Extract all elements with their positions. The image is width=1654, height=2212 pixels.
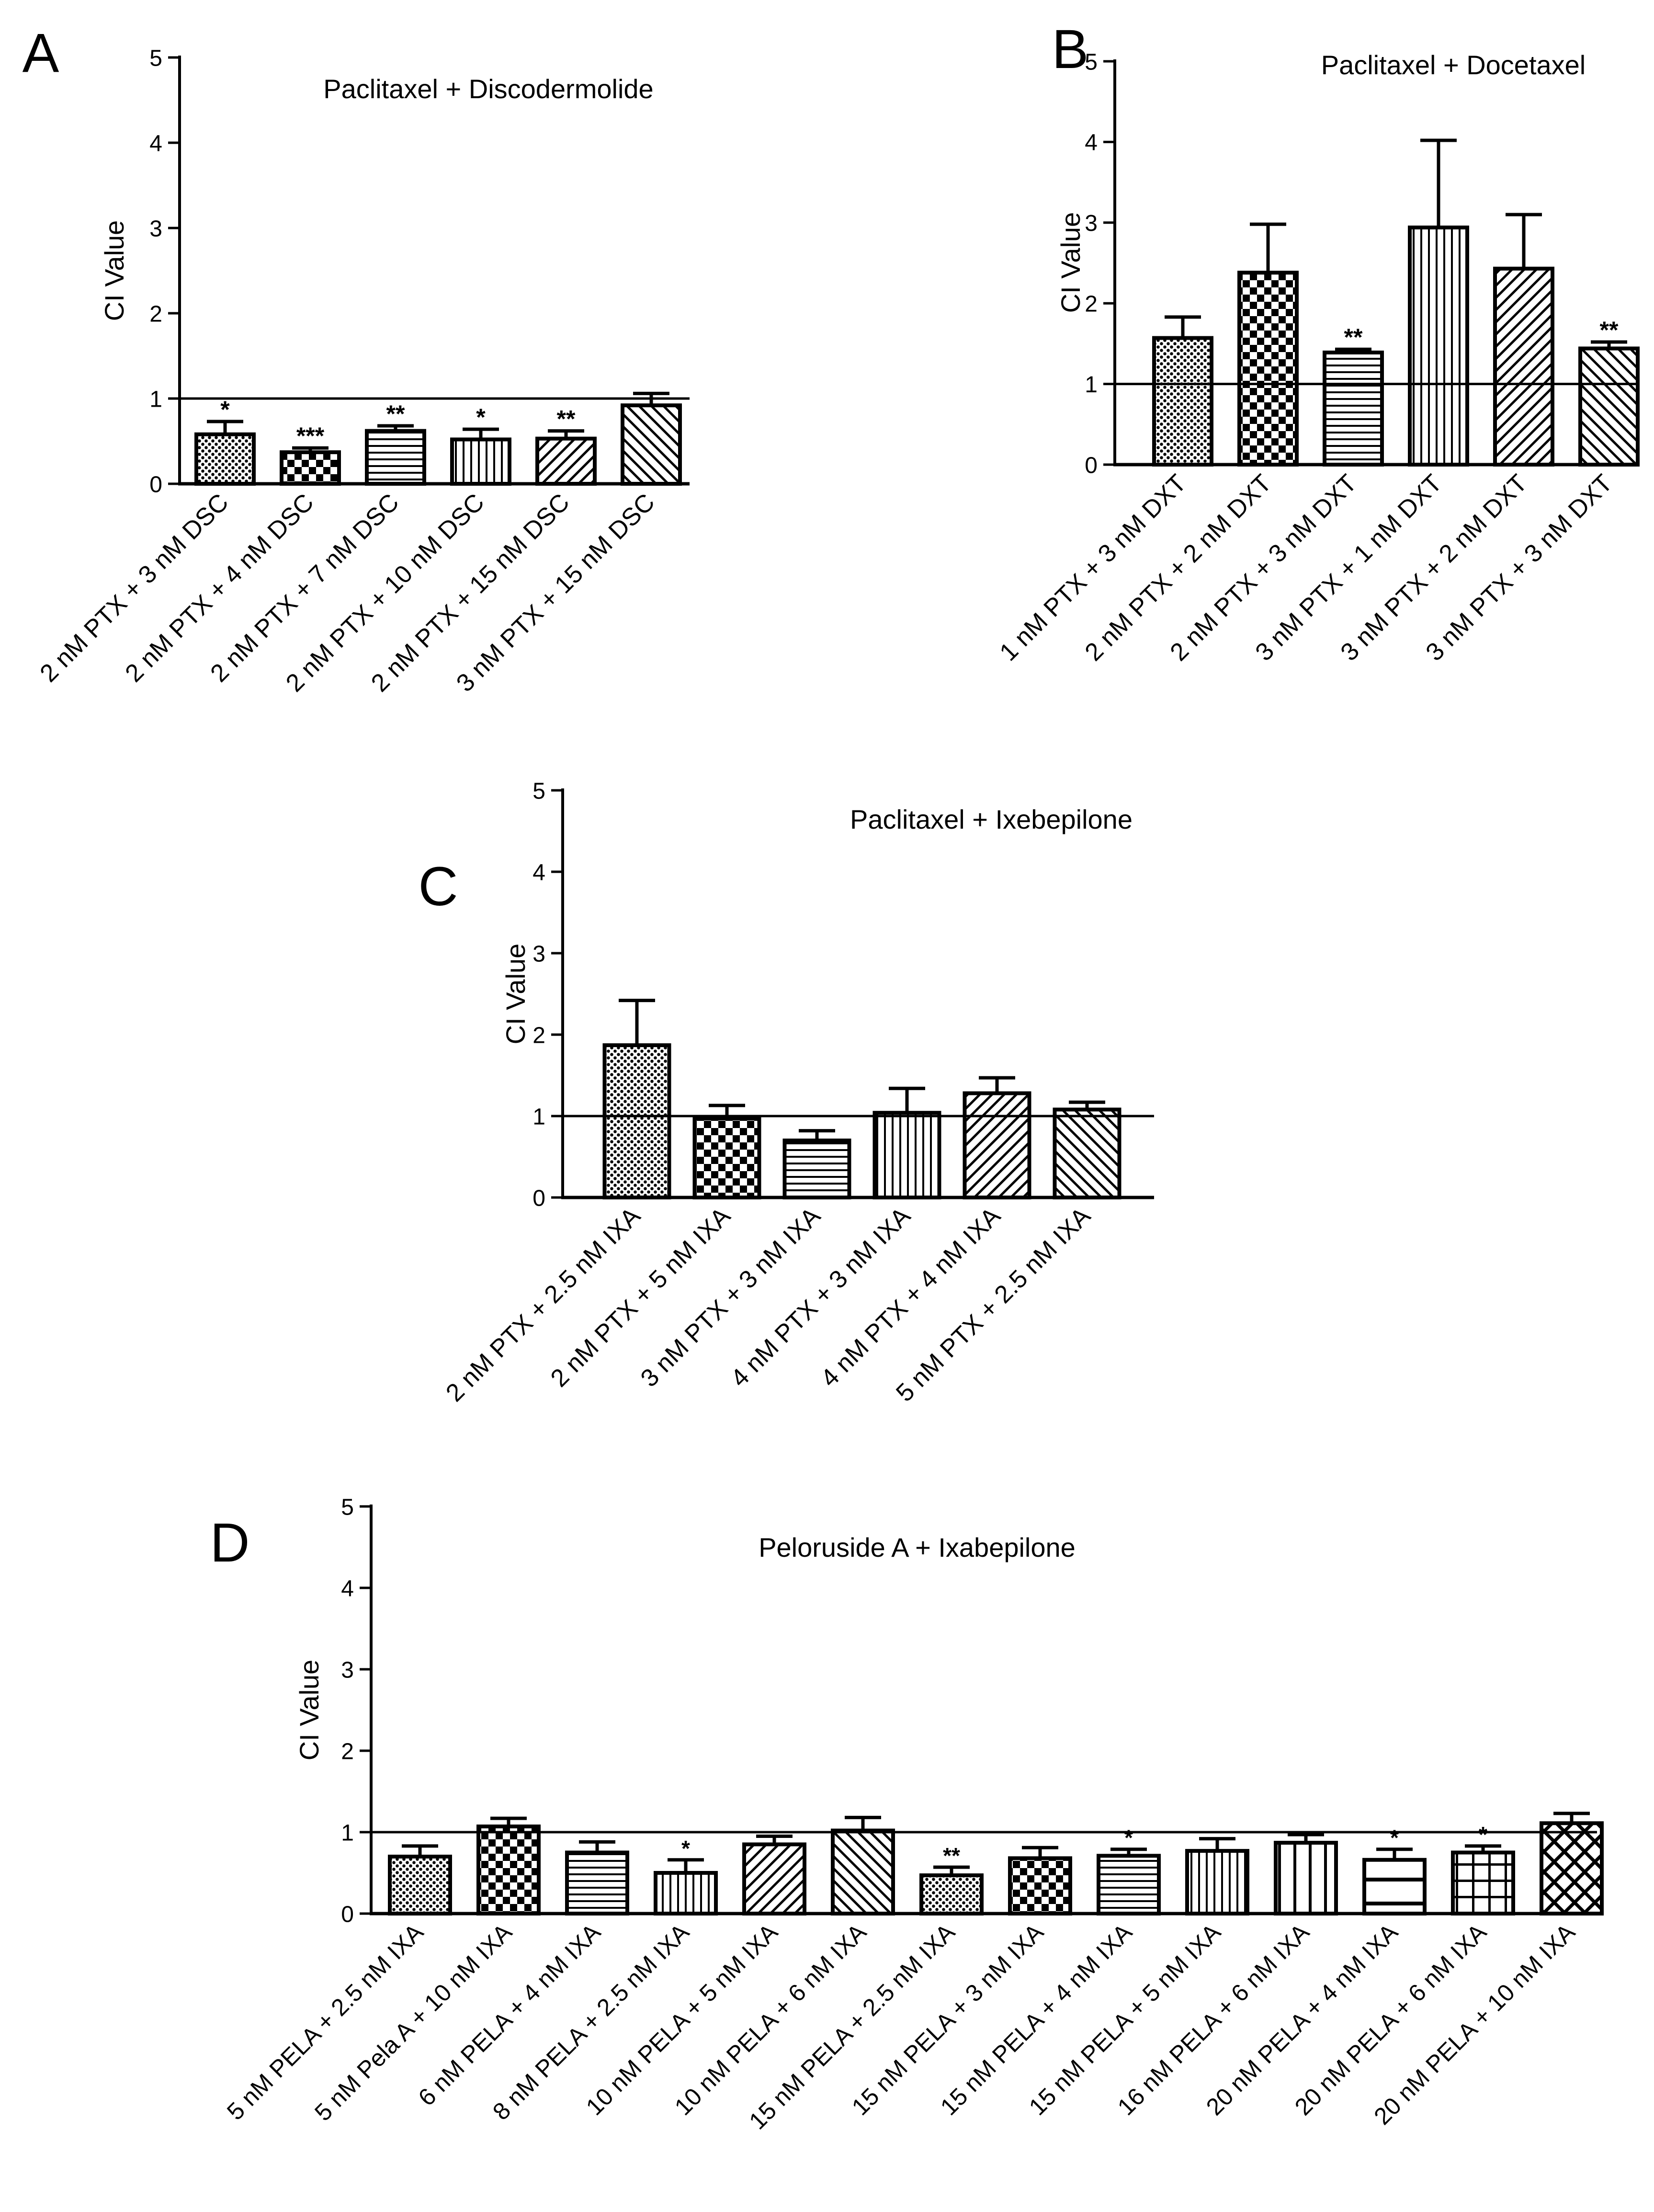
panel-d-bar [388,1855,452,1916]
panel-d-bar [1451,1850,1515,1916]
panel-b-y-tick-label: 5 [1085,49,1098,75]
panel-c-category-label: 4 nM PTX + 4 nM IXA [816,1202,1006,1392]
panel-a-letter: A [23,23,59,84]
panel-d-y-tick-label: 1 [341,1820,354,1846]
panel-b-y-tick-label: 0 [1085,453,1098,478]
panel-c-title: Paclitaxel + Ixebepilone [850,804,1133,834]
panel-d-bar [919,1873,984,1916]
panel-d-significance-label: * [1479,1822,1487,1847]
panel-c-letter: C [418,856,458,917]
panel-c-y-tick-label: 1 [532,1104,545,1129]
panel-d-bar [1185,1849,1249,1916]
panel-c-y-tick-label: 4 [532,860,545,885]
panel-c-y-tick-label: 3 [532,941,545,967]
panel-c-y-axis-label: CI Value [500,944,531,1045]
panel-d-y-axis-label: CI Value [294,1660,324,1761]
panel-b-y-tick-label: 3 [1085,211,1098,236]
panel-c-bar [692,1117,761,1200]
panel-a-significance-label: ** [557,406,576,433]
panel-d-bar [1008,1856,1072,1916]
panel-b-title: Paclitaxel + Docetaxel [1321,50,1586,80]
panel-a-y-tick-label: 4 [149,131,162,156]
panel-a-bar [280,450,341,486]
panel-d-y-tick-label: 4 [341,1576,354,1601]
panel-c-bar [782,1139,851,1199]
panel-d-title: Peloruside A + Ixabepilone [759,1532,1076,1562]
panel-a-bar [621,403,682,486]
panel-a-significance-label: *** [296,422,325,449]
panel-c-bar [1053,1107,1122,1199]
panel-c-category-label: 4 nM PTX + 3 nM IXA [725,1202,916,1392]
panel-c-y-tick-label: 0 [532,1186,545,1211]
panel-c-bar [963,1091,1031,1199]
panel-a-significance-label: * [476,404,486,431]
panel-a-y-axis-label: CI Value [99,220,129,321]
panel-c-category-label: 2 nM PTX + 5 nM IXA [545,1202,736,1392]
panel-b-significance-label: ** [1344,324,1363,351]
panel-c-y-tick-label: 2 [532,1023,545,1048]
panel-b-y-axis-label: CI Value [1055,212,1086,313]
panel-c-bar [872,1111,941,1199]
panel-d-bar [1274,1841,1338,1916]
panel-d-y-tick-label: 3 [341,1657,354,1683]
panel-b-y-tick-label: 1 [1085,372,1098,398]
panel-d-bar [831,1828,895,1916]
panel-d-bar [1097,1854,1161,1916]
panel-a-y-tick-label: 5 [149,46,162,71]
panel-d-letter: D [210,1512,249,1573]
panel-a-significance-label: * [220,396,230,423]
panel-d-category-label: 6 nM PELA + 4 nM IXA [413,1918,606,2111]
panel-d: D Peloruside A + Ixabepilone CI Value 0 1 2 3 4… [210,1494,1604,2135]
panel-d-bar [1362,1858,1427,1916]
panel-c-category-label: 3 nM PTX + 3 nM IXA [635,1202,826,1392]
panel-b-bar [1152,336,1213,467]
panel-b-significance-label: ** [1600,317,1619,343]
panel-d-significance-label: ** [943,1843,960,1868]
panel-a-significance-label: ** [386,400,405,427]
panel-a-bar [450,437,511,486]
panel-d-significance-label: * [1390,1825,1399,1850]
panel-d-significance-label: * [1124,1825,1133,1850]
panel-b-bar [1493,266,1554,467]
panel-c: C Paclitaxel + Ixebepilone CI Value 0 1 2 3 4 5 2… [418,778,1154,1407]
panel-a-y-tick-label: 3 [149,216,162,241]
panel-c-bar [602,1043,671,1200]
panel-a-bar [365,429,426,486]
panel-d-y-tick-label: 2 [341,1739,354,1764]
panel-b-bar [1578,346,1640,467]
panel-d-y-tick-label: 0 [341,1902,354,1927]
panel-a-bar [535,436,597,486]
panel-a-y-tick-label: 0 [149,472,162,497]
panel-d-bar [742,1842,806,1916]
panel-b-y-tick-label: 2 [1085,291,1098,317]
panel-a-bar [194,432,256,486]
panel-a: A Paclitaxel + Discodermolide CI Value 0 1 2 3… [23,23,690,697]
panel-d-bar [654,1871,718,1916]
panel-d-bar [476,1824,541,1916]
panel-b-bar [1323,350,1384,467]
panel-b-bar [1408,225,1469,467]
panel-d-bar [565,1850,629,1916]
panel-b-y-tick-label: 4 [1085,130,1098,156]
panel-a-title: Paclitaxel + Discodermolide [323,74,653,104]
panel-d-significance-label: * [681,1836,690,1861]
panel-b-letter: B [1052,19,1089,80]
panel-d-bar [1540,1821,1604,1916]
panel-b-bar [1237,271,1299,467]
panel-d-y-tick-label: 5 [341,1494,354,1520]
panel-c-y-tick-label: 5 [532,778,545,804]
panel-a-y-tick-label: 2 [149,301,162,327]
panel-a-y-tick-label: 1 [149,387,162,412]
